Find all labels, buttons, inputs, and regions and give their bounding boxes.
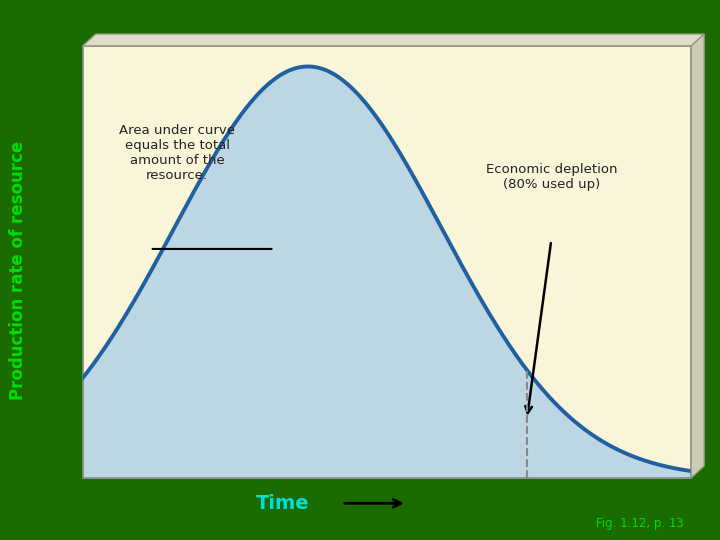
Text: Production rate of resource: Production rate of resource	[9, 140, 27, 400]
Text: Time: Time	[256, 494, 309, 513]
Text: Economic depletion
(80% used up): Economic depletion (80% used up)	[485, 163, 617, 191]
Text: Fig. 1.12, p. 13: Fig. 1.12, p. 13	[596, 517, 684, 530]
Text: Area under curve
equals the total
amount of the
resource.: Area under curve equals the total amount…	[119, 124, 235, 181]
Text: © 2002 Brooks/Cole - Thomson Learning: © 2002 Brooks/Cole - Thomson Learning	[504, 36, 688, 45]
